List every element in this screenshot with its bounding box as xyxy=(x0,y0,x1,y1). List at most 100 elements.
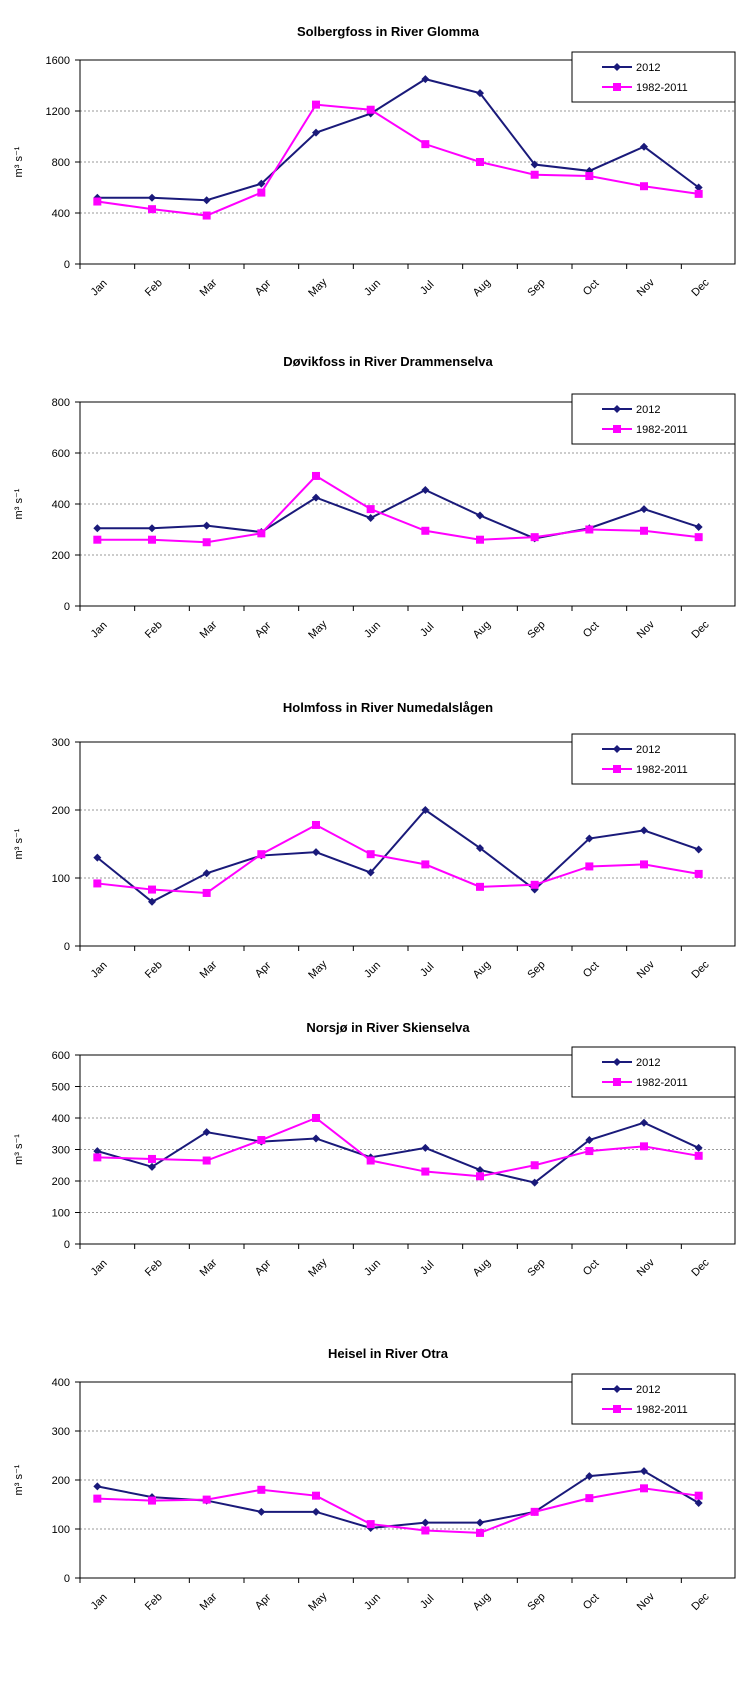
x-tick-label: Mar xyxy=(198,1257,220,1279)
data-point xyxy=(366,1520,375,1529)
chart-panel-3: Holmfoss in River Numedalslågen m³ s⁻¹ 0 10… xyxy=(0,682,736,1002)
x-tick-label: Jun xyxy=(362,1257,383,1278)
data-point xyxy=(640,526,648,535)
y-tick-label: 200 xyxy=(52,1475,70,1487)
data-point xyxy=(585,525,594,534)
y-tick-label: 100 xyxy=(52,873,70,885)
data-point xyxy=(202,888,211,897)
data-point xyxy=(148,1496,156,1505)
x-tick-label: Feb xyxy=(143,1591,165,1613)
legend-marker xyxy=(613,1058,621,1066)
data-point xyxy=(93,879,102,888)
data-point xyxy=(312,1507,320,1516)
series-line-2012 xyxy=(97,78,700,202)
x-tick-label: Jun xyxy=(362,959,383,980)
data-point xyxy=(640,1484,648,1493)
data-point xyxy=(366,505,375,514)
chart-svg: Norsjø in River Skienselva m³ s⁻¹ 0 100 200 3… xyxy=(13,1020,736,1280)
x-tick-label: Jul xyxy=(418,961,436,979)
x-tick-label: Feb xyxy=(143,959,165,981)
y-axis-label: m³ s⁻¹ xyxy=(13,828,25,859)
data-point xyxy=(202,1495,211,1504)
y-tick-label: 800 xyxy=(52,157,70,169)
chart-svg: Døvikfoss in River Drammenselva m³ s⁻¹ 0 20… xyxy=(13,354,736,642)
y-tick-label: 200 xyxy=(52,550,70,562)
data-point xyxy=(312,1134,320,1143)
y-tick-label: 400 xyxy=(52,208,70,220)
series-line-1982-2011 xyxy=(97,103,699,217)
data-point xyxy=(312,128,320,137)
data-point xyxy=(476,1528,484,1537)
y-tick-label: 200 xyxy=(52,1176,70,1188)
data-point xyxy=(202,211,211,220)
series-line-1982-2011 xyxy=(97,1116,699,1178)
data-point xyxy=(366,514,375,523)
data-point xyxy=(476,1165,484,1174)
x-tick-label: May xyxy=(306,276,330,300)
data-point xyxy=(585,1136,594,1145)
data-point xyxy=(585,834,594,843)
data-point xyxy=(257,529,266,538)
x-tick-label: Apr xyxy=(253,619,274,640)
y-tick-label: 300 xyxy=(52,1145,70,1157)
data-point xyxy=(421,526,430,535)
data-point xyxy=(257,188,266,197)
x-tick-label: May xyxy=(306,1590,330,1614)
legend-marker xyxy=(613,83,621,91)
data-point xyxy=(476,844,484,853)
data-point xyxy=(93,1494,102,1503)
data-point xyxy=(202,1156,211,1165)
legend-box xyxy=(571,733,736,785)
x-tick-label: Jun xyxy=(362,277,383,298)
y-tick-label: 200 xyxy=(52,805,70,817)
x-tick-label: May xyxy=(306,618,330,642)
x-tick-label: Jan xyxy=(89,277,110,298)
data-point xyxy=(202,196,211,205)
y-axis-label: m³ s⁻¹ xyxy=(13,488,25,519)
legend-label: 1982-2011 xyxy=(636,764,688,776)
data-point xyxy=(694,845,703,854)
data-point xyxy=(476,535,484,544)
chart-svg: Solbergfoss in River Glomma m³ s⁻¹ 0 400 800… xyxy=(13,24,736,300)
y-tick-label: 500 xyxy=(52,1082,70,1094)
data-point xyxy=(148,193,156,202)
legend-marker xyxy=(613,1385,621,1393)
x-tick-label: Oct xyxy=(581,960,602,981)
data-point xyxy=(421,1518,430,1527)
x-tick-label: May xyxy=(306,958,330,982)
data-point xyxy=(148,524,156,533)
legend-box xyxy=(571,1373,736,1425)
x-tick-label: Aug xyxy=(471,1591,493,1613)
x-tick-label: Jul xyxy=(418,279,436,297)
data-point xyxy=(93,1147,102,1156)
chart-panel-2: Døvikfoss in River Drammenselva m³ s⁻¹ 0 20… xyxy=(0,342,736,672)
data-point xyxy=(421,140,430,149)
series-line-1982-2011 xyxy=(97,823,699,894)
data-point xyxy=(476,511,484,520)
x-tick-label: Apr xyxy=(253,1591,274,1612)
x-tick-label: Mar xyxy=(198,619,220,641)
data-point xyxy=(640,1142,648,1151)
data-point xyxy=(148,205,156,214)
data-point xyxy=(640,826,648,835)
data-point xyxy=(202,521,211,530)
data-point xyxy=(530,1178,539,1187)
legend-marker xyxy=(613,425,621,433)
data-point xyxy=(257,1136,266,1145)
chart-svg: Heisel in River Otra m³ s⁻¹ 0 100 200 300 400 J… xyxy=(13,1346,736,1614)
data-point xyxy=(366,850,375,859)
x-tick-label: Dec xyxy=(689,958,712,981)
x-tick-label: May xyxy=(306,1256,330,1280)
chart-title: Solbergfoss in River Glomma xyxy=(297,24,480,39)
data-point xyxy=(694,869,703,878)
data-point xyxy=(585,862,594,871)
data-point xyxy=(530,160,539,169)
data-point xyxy=(312,100,320,109)
chart-title: Døvikfoss in River Drammenselva xyxy=(283,354,493,369)
x-tick-label: Feb xyxy=(143,1257,165,1279)
legend-box xyxy=(571,1046,736,1098)
data-point xyxy=(312,1491,320,1500)
y-tick-label: 1600 xyxy=(46,55,70,67)
chart-panel-5: Heisel in River Otra m³ s⁻¹ 0 100 200 300 400 J… xyxy=(0,1330,736,1684)
legend-marker xyxy=(613,405,621,413)
